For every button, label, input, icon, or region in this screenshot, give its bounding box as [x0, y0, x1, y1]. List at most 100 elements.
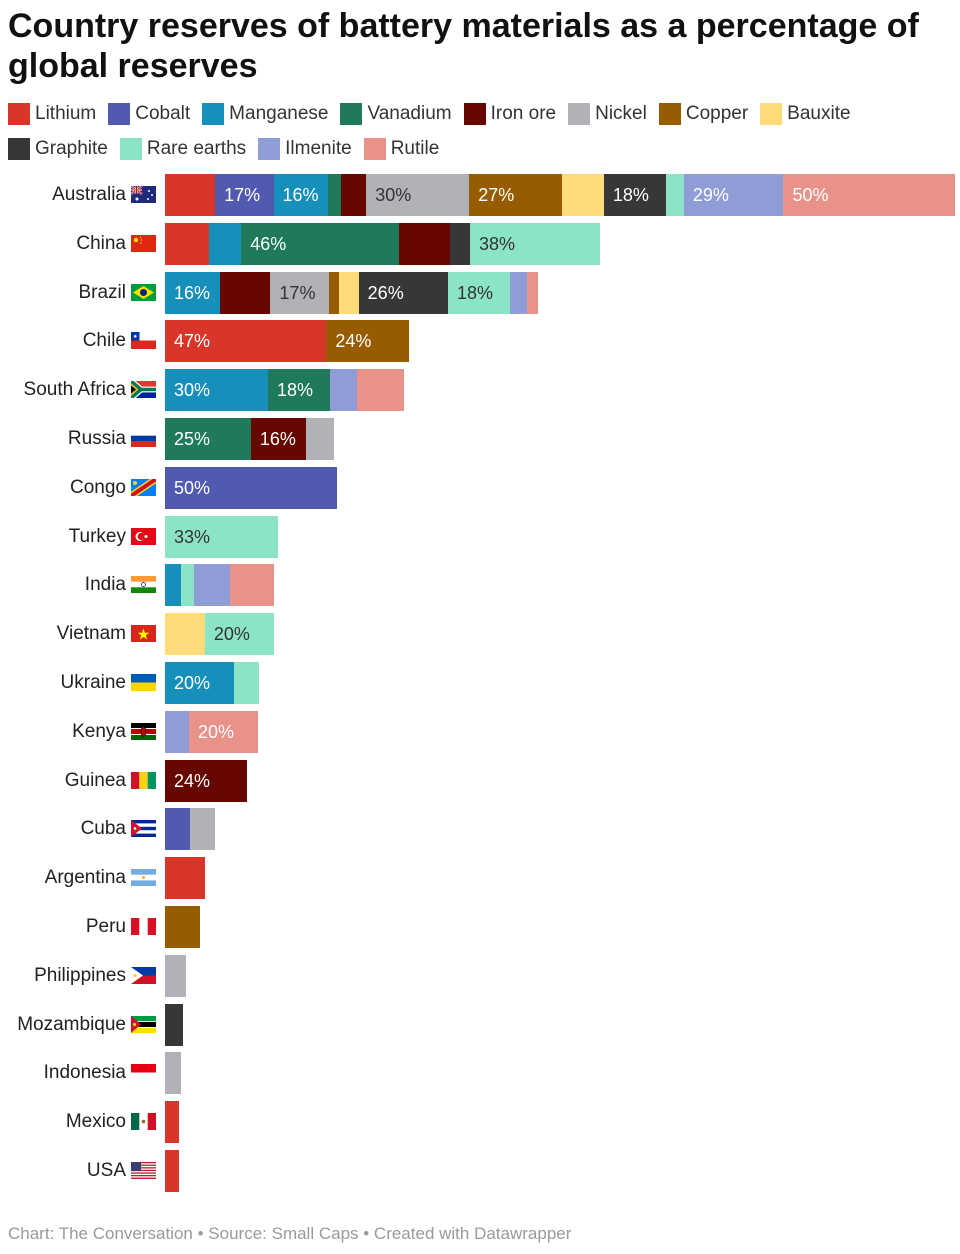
legend-swatch: [340, 102, 363, 125]
country-label: Philippines: [34, 964, 126, 986]
bar-segment: [165, 613, 205, 656]
bar-segment: [165, 222, 209, 265]
legend-item: Graphite: [8, 137, 108, 160]
legend-label: Lithium: [35, 102, 97, 124]
legend-swatch: [463, 102, 486, 125]
data-label: 20%: [174, 673, 211, 693]
legend-swatch: [8, 102, 30, 125]
data-label: 46%: [250, 233, 287, 254]
data-label: 18%: [612, 185, 649, 205]
country-row: Vietnam 20%: [0, 613, 960, 656]
flag-icon: [131, 332, 156, 350]
country-row: Turkey 33%: [0, 515, 960, 558]
flag-icon: [131, 1015, 156, 1033]
data-label: 50%: [792, 185, 829, 205]
bar-segment: [329, 369, 357, 412]
flag-icon: [131, 820, 156, 838]
bar-segment: 20%: [165, 662, 234, 704]
flag-icon: [131, 234, 156, 252]
country-label: Turkey: [68, 525, 126, 547]
data-label: 26%: [367, 282, 404, 303]
flag-icon: [131, 722, 156, 740]
bar-segment: [305, 418, 335, 460]
data-label: 30%: [174, 380, 211, 401]
legend-item: Copper: [658, 102, 749, 125]
country-row: India: [0, 564, 960, 607]
bar-segment: [509, 271, 527, 314]
data-label: 16%: [259, 429, 296, 449]
country-label: Australia: [52, 184, 126, 205]
bar-segment: 24%: [326, 320, 409, 363]
bar-segment: [181, 564, 194, 607]
bar-segment: [165, 857, 205, 900]
country-row: Chile 47% 24%: [0, 320, 960, 363]
bar-segment: [165, 906, 201, 948]
legend-swatch: [119, 137, 142, 160]
legend-label: Iron ore: [490, 102, 557, 124]
bar-segment: [339, 271, 359, 314]
legend-label: Graphite: [35, 137, 108, 159]
bar-segment: [165, 1052, 182, 1095]
country-label: Russia: [67, 428, 126, 449]
country-row: Brazil 16% 17% 26% 18%: [0, 271, 960, 314]
bar-segment: [340, 174, 367, 216]
country-label: Ukraine: [60, 672, 126, 693]
bar-segment: [399, 222, 450, 265]
country-label: USA: [86, 1160, 126, 1181]
country-label: Cuba: [80, 818, 126, 840]
country-label: Congo: [70, 476, 126, 498]
bar-segment: [165, 1003, 183, 1046]
bar-segment: [165, 808, 191, 851]
data-label: 17%: [224, 185, 261, 205]
footer-credits: Chart: The Conversation • Source: Small …: [8, 1224, 572, 1243]
country-row: Russia 25% 16%: [0, 418, 960, 460]
bar-segment: 26%: [358, 271, 448, 314]
country-label: Peru: [85, 916, 126, 937]
country-label: South Africa: [23, 379, 126, 401]
country-row: Indonesia: [0, 1052, 960, 1095]
country-label: China: [76, 232, 126, 254]
bar-segment: [165, 174, 216, 216]
bar-segment: [449, 222, 470, 265]
legend-label: Copper: [685, 102, 749, 124]
legend-swatch: [108, 102, 131, 125]
country-label: Mexico: [65, 1111, 126, 1133]
bar-segment: 30%: [165, 369, 269, 412]
data-label: 38%: [478, 233, 515, 254]
country-row: Kenya 20%: [0, 710, 960, 753]
legend-item: Rutile: [363, 137, 439, 160]
legend-swatch: [258, 137, 281, 160]
legend-item: Nickel: [568, 102, 647, 125]
country-label: Chile: [82, 330, 126, 352]
bar-segment: 18%: [268, 369, 330, 412]
flag-icon: [131, 576, 156, 594]
legend-label: Bauxite: [787, 102, 851, 124]
bar-segment: [233, 662, 259, 704]
bar-segment: [328, 271, 340, 314]
flag-icon: [131, 1113, 156, 1131]
bar-segment: 18%: [603, 174, 666, 216]
country-row: Peru: [0, 906, 960, 948]
legend-swatch: [658, 102, 681, 125]
flag-icon: [131, 381, 156, 399]
data-label: 29%: [692, 185, 729, 205]
bar-segment: 25%: [165, 418, 251, 460]
flag-icon: [131, 1162, 156, 1179]
data-label: 33%: [174, 526, 211, 547]
bar-segment: [165, 1150, 180, 1192]
bar-segment: 20%: [204, 613, 274, 656]
legend-swatch: [8, 137, 30, 160]
country-label: Argentina: [44, 867, 126, 889]
country-label: Brazil: [78, 281, 126, 303]
data-label: 25%: [174, 429, 211, 449]
legend-label: Vanadium: [367, 102, 452, 124]
legend-item: Cobalt: [108, 102, 190, 125]
country-label: Indonesia: [43, 1062, 126, 1084]
bar-segment: 29%: [683, 174, 784, 216]
bar-segment: [208, 222, 242, 265]
legend-item: Lithium: [8, 102, 96, 125]
bar-segment: 20%: [189, 710, 258, 753]
bar-segment: [219, 271, 271, 314]
legend-swatch: [568, 102, 591, 125]
data-label: 50%: [174, 477, 211, 498]
